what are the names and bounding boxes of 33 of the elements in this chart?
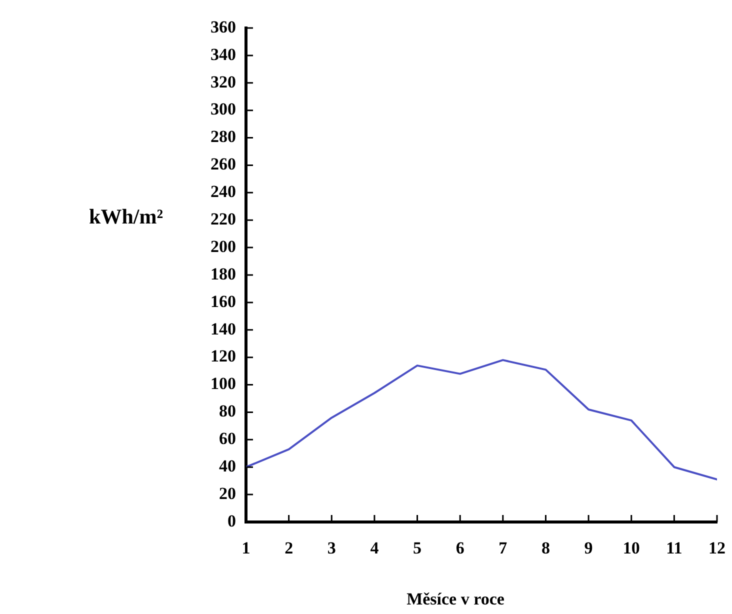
y-tick-label: 100	[210, 374, 236, 394]
x-tick-label: 8	[541, 538, 550, 558]
y-tick-label: 320	[210, 72, 236, 92]
y-tick-label: 280	[210, 127, 236, 146]
y-tick-label: 80	[219, 402, 236, 421]
y-tick-label: 120	[210, 346, 236, 366]
y-tick-label: 260	[210, 154, 236, 174]
x-tick-label: 4	[370, 538, 380, 558]
y-tick-label: 300	[210, 100, 236, 119]
x-tick-label: 5	[413, 538, 422, 558]
x-tick-label: 12	[708, 538, 726, 558]
x-tick-label: 10	[622, 538, 640, 558]
y-tick-label: 20	[219, 484, 236, 503]
x-tick-label: 3	[327, 538, 336, 558]
y-tick-label: 240	[210, 182, 236, 202]
y-tick-label: 220	[210, 210, 236, 228]
x-tick-label: 7	[498, 538, 508, 558]
y-tick-label: 180	[210, 264, 236, 284]
y-tick-label: 0	[228, 511, 236, 530]
y-tick-label: 360	[210, 17, 236, 36]
x-tick-label: 11	[666, 538, 682, 558]
y-tick-label: 340	[210, 44, 236, 64]
x-tick-label: 9	[584, 538, 593, 558]
y-tick-label: 60	[219, 429, 236, 448]
y-tick-label: 140	[210, 319, 236, 338]
y-tick-label: 200	[210, 236, 236, 256]
y-tick-label: 160	[210, 292, 236, 311]
x-tick-label: 2	[284, 538, 294, 558]
x-axis-title: Měsíce v roce	[406, 589, 505, 608]
y-axis-title: kWh/m²	[89, 204, 163, 228]
x-tick-label: 6	[456, 538, 464, 558]
x-tick-label: 1	[242, 538, 250, 558]
y-tick-label: 40	[219, 456, 236, 476]
